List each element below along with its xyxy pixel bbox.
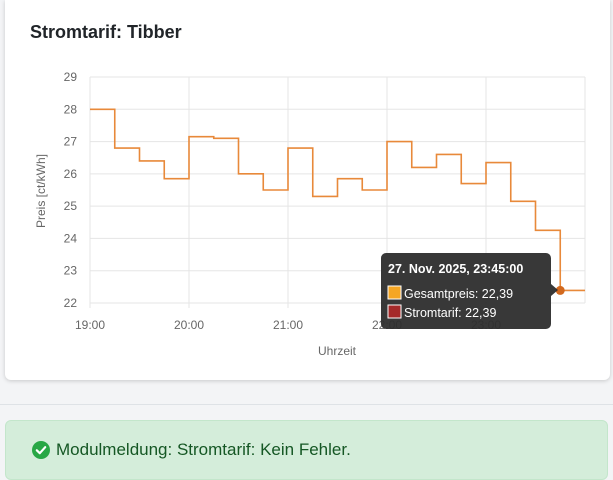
tooltip-swatch-stromtarif [387, 304, 402, 319]
check-circle-icon [32, 441, 50, 459]
y-tick-label: 23 [64, 264, 78, 278]
x-tick-label: 19:00 [75, 318, 105, 332]
chart-series [90, 108, 585, 295]
y-tick-label: 26 [64, 167, 78, 181]
tooltip-swatch-gesamtpreis [387, 285, 402, 300]
y-axis-ticks: 22 23 24 25 26 27 28 29 [64, 70, 78, 310]
hover-point-marker [555, 285, 565, 295]
x-tick-label: 21:00 [273, 318, 303, 332]
tooltip-title: 27. Nov. 2025, 23:45:00 [388, 262, 523, 276]
y-tick-label: 24 [64, 231, 78, 245]
tooltip-item-stromtarif: Stromtarif: 22,39 [404, 306, 496, 320]
tooltip-background [381, 253, 551, 329]
x-axis-label: Uhrzeit [318, 344, 357, 358]
y-tick-label: 29 [64, 70, 78, 84]
tooltip-item-gesamtpreis: Gesamtpreis: 22,39 [404, 287, 513, 301]
y-tick-label: 28 [64, 102, 78, 116]
y-tick-label: 22 [64, 296, 78, 310]
card-title: Stromtarif: Tibber [30, 22, 182, 42]
x-tick-label: 20:00 [174, 318, 204, 332]
tooltip-caret [551, 284, 558, 296]
y-tick-label: 25 [64, 199, 78, 213]
chart-tooltip: 27. Nov. 2025, 23:45:00 Gesamtpreis: 22,… [381, 253, 558, 329]
series-line-gesamtpreis [90, 108, 585, 292]
module-message-alert: Modulmeldung: Stromtarif: Kein Fehler. [5, 420, 608, 480]
section-divider [0, 404, 613, 405]
y-axis-label: Preis [ct/kWh] [34, 154, 48, 228]
y-tick-label: 27 [64, 135, 78, 149]
alert-text: Modulmeldung: Stromtarif: Kein Fehler. [56, 440, 351, 459]
